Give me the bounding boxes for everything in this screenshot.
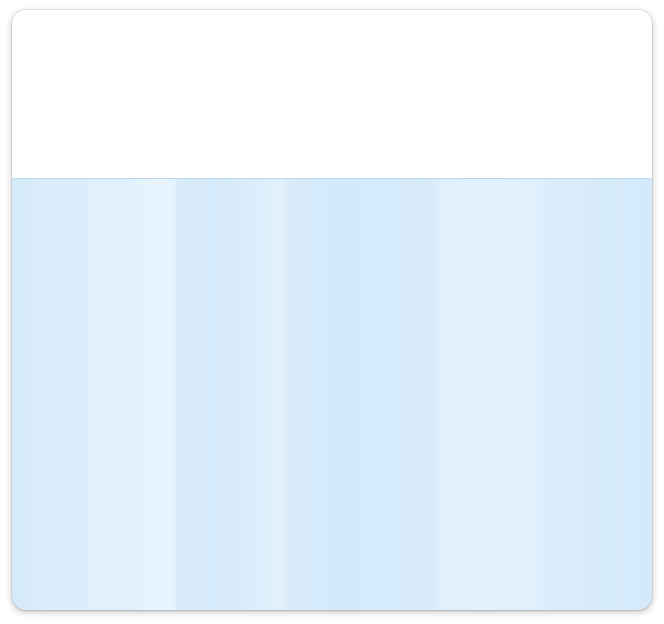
panel-top-blank-area	[12, 10, 652, 178]
panel-divider	[12, 178, 652, 179]
panel-light-blue-area	[12, 179, 652, 610]
blank-panel	[12, 10, 652, 610]
